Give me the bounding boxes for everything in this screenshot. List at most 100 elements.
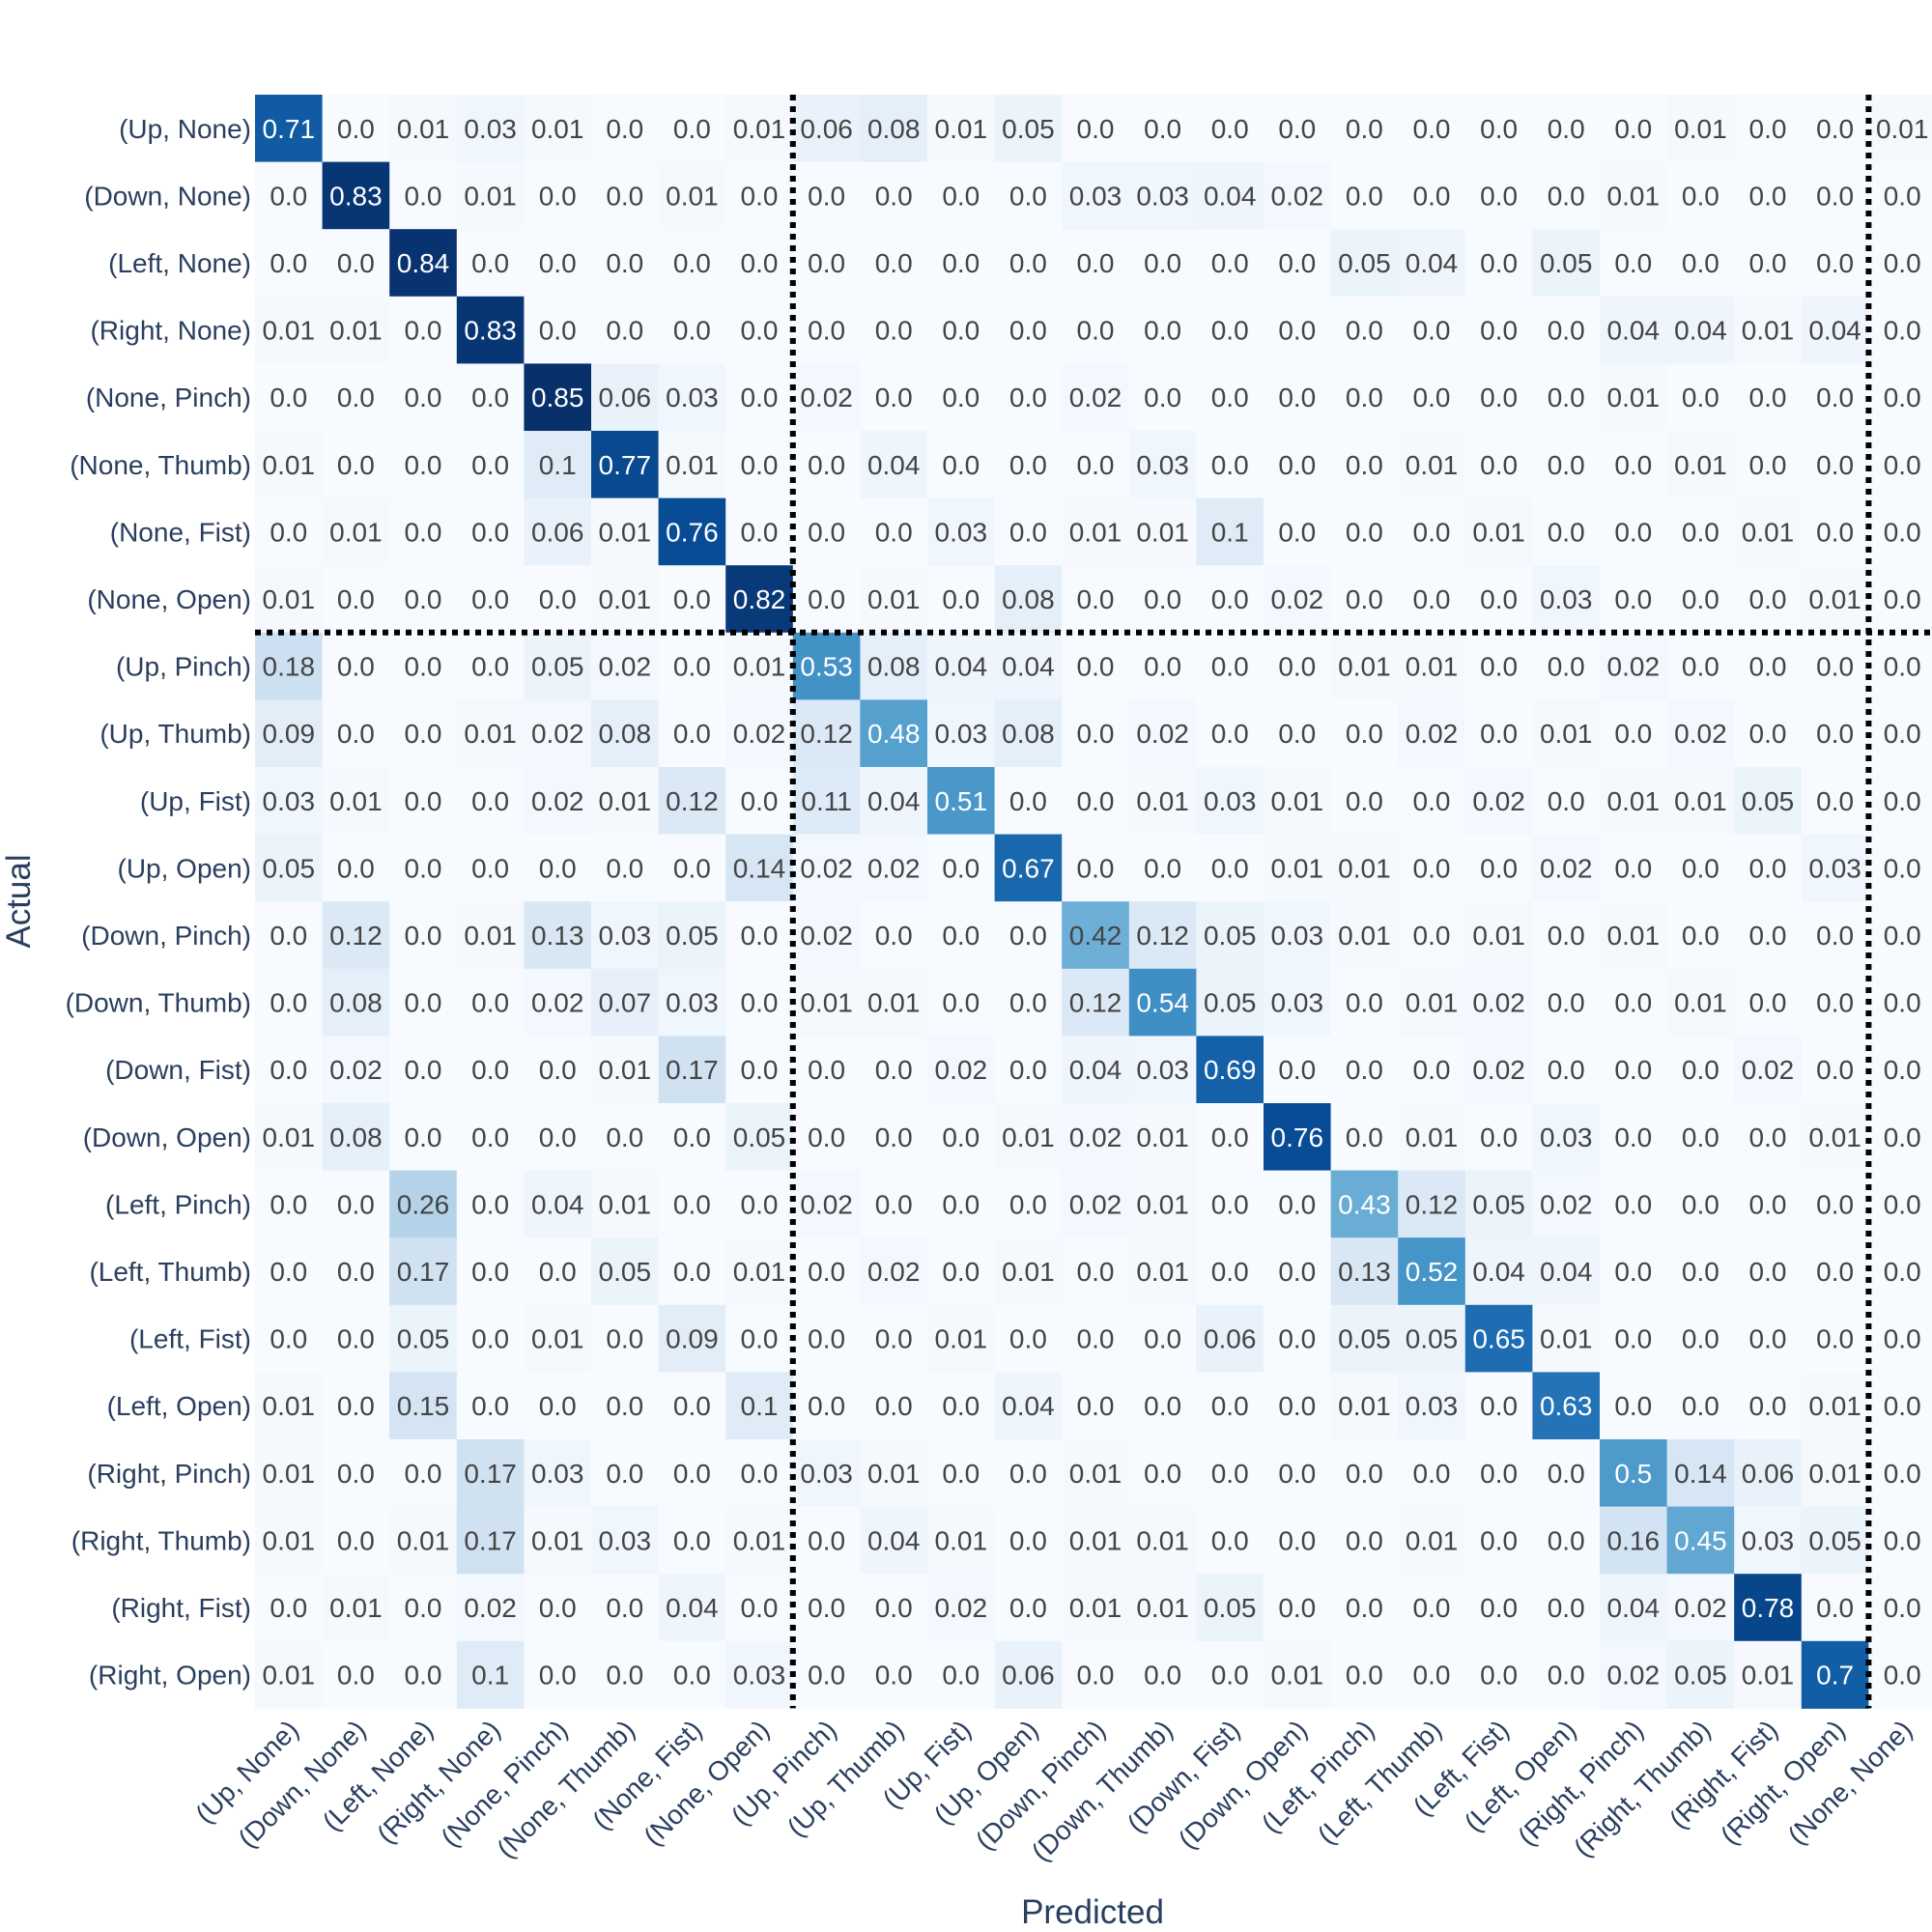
cell-value-label: 0.02 — [867, 853, 921, 883]
cell-value-label: 0.0 — [1548, 1661, 1585, 1690]
heatmap-cell — [658, 834, 726, 902]
cell-value-label: 0.0 — [875, 517, 913, 547]
heatmap-cell — [725, 834, 794, 902]
cell-value-label: 0.0 — [1211, 1661, 1249, 1690]
heatmap-cell — [1330, 1036, 1399, 1104]
heatmap-cell — [927, 95, 996, 163]
heatmap-cell — [389, 1103, 458, 1172]
heatmap-cell — [456, 229, 525, 298]
cell-value-label: 0.0 — [1682, 181, 1719, 211]
heatmap-cell — [1464, 497, 1533, 566]
cell-value-label: 0.0 — [1816, 517, 1854, 547]
cell-value-label: 0.0 — [1278, 719, 1316, 749]
heatmap-cell — [456, 1237, 525, 1306]
heatmap-cell — [927, 161, 996, 230]
cell-value-label: 0.0 — [1480, 181, 1518, 211]
cell-value-label: 0.0 — [1749, 1391, 1787, 1421]
heatmap-cell — [1600, 1170, 1668, 1238]
heatmap-cell — [591, 1103, 660, 1172]
heatmap-cell — [1398, 229, 1466, 298]
cell-value-label: 0.0 — [673, 1257, 711, 1287]
heatmap-cell — [1398, 767, 1466, 836]
cell-value-label: 0.78 — [1742, 1593, 1795, 1623]
cell-value-label: 0.01 — [329, 517, 383, 547]
heatmap-cell — [1868, 1439, 1932, 1508]
cell-value-label: 0.0 — [942, 1122, 980, 1152]
cell-value-label: 0.0 — [1413, 921, 1451, 951]
heatmap-cell — [792, 1103, 861, 1172]
cell-value-label: 0.0 — [1548, 316, 1585, 346]
cell-value-label: 0.0 — [741, 316, 779, 346]
cell-value-label: 0.0 — [1682, 1324, 1719, 1354]
heatmap-cell — [524, 565, 592, 634]
cell-value-label: 0.0 — [1548, 181, 1585, 211]
heatmap-cell — [1600, 431, 1668, 499]
heatmap-cell — [591, 1170, 660, 1238]
heatmap-cell — [591, 497, 660, 566]
cell-value-label: 0.13 — [531, 921, 584, 951]
cell-value-label: 0.0 — [741, 988, 779, 1018]
cell-value-label: 0.0 — [1749, 1324, 1787, 1354]
heatmap-cell — [1398, 497, 1466, 566]
heatmap-cell — [1398, 1304, 1466, 1373]
cell-value-label: 0.0 — [1749, 114, 1787, 144]
heatmap-cell — [1666, 95, 1735, 163]
cell-value-label: 0.04 — [1002, 652, 1055, 682]
heatmap-cell — [1062, 1439, 1130, 1508]
heatmap-cell — [994, 767, 1063, 836]
heatmap-cell — [725, 161, 794, 230]
heatmap-cell — [456, 1574, 525, 1642]
heatmap-cell — [1666, 1103, 1735, 1172]
cell-value-label: 0.0 — [1614, 1324, 1652, 1354]
cell-value-label: 0.02 — [329, 1055, 383, 1085]
cell-value-label: 0.03 — [599, 1525, 652, 1555]
cell-value-label: 0.51 — [935, 786, 988, 816]
heatmap-cell — [927, 497, 996, 566]
cell-value-label: 0.01 — [935, 1324, 988, 1354]
y-tick-label: (Up, Fist) — [140, 786, 251, 816]
cell-value-label: 0.0 — [1077, 584, 1115, 614]
heatmap-cell — [389, 901, 458, 970]
cell-value-label: 0.01 — [867, 988, 921, 1018]
cell-value-label: 0.0 — [1816, 719, 1854, 749]
cell-value-label: 0.01 — [1338, 652, 1391, 682]
heatmap-cell — [1128, 565, 1197, 634]
heatmap-cell — [1464, 632, 1533, 700]
heatmap-cell — [1398, 1170, 1466, 1238]
x-axis-title: Predicted — [1021, 1893, 1164, 1931]
heatmap-cell — [591, 699, 660, 768]
cell-value-label: 0.02 — [1472, 988, 1525, 1018]
heatmap-cell — [456, 1372, 525, 1440]
cell-value-label: 0.0 — [405, 921, 442, 951]
heatmap-cell — [1801, 968, 1869, 1037]
cell-value-label: 0.0 — [673, 584, 711, 614]
heatmap-cell — [1062, 1170, 1130, 1238]
heatmap-cell — [1734, 699, 1803, 768]
heatmap-cell — [456, 901, 525, 970]
heatmap-cell — [1464, 431, 1533, 499]
cell-value-label: 0.0 — [1009, 1324, 1047, 1354]
heatmap-cell — [994, 1372, 1063, 1440]
cell-value-label: 0.0 — [1884, 450, 1921, 480]
heatmap-cell — [860, 296, 928, 364]
y-tick-label: (Right, Thumb) — [71, 1525, 251, 1555]
cell-value-label: 0.0 — [1816, 1593, 1854, 1623]
heatmap-cell — [255, 1170, 324, 1238]
heatmap-cell — [1062, 497, 1130, 566]
heatmap-cell — [1801, 1640, 1869, 1709]
heatmap-cell — [1264, 1640, 1332, 1709]
heatmap-cell — [725, 229, 794, 298]
heatmap-cell — [456, 296, 525, 364]
cell-value-label: 0.0 — [1480, 383, 1518, 412]
cell-value-label: 0.03 — [1271, 921, 1324, 951]
cell-value-label: 0.0 — [942, 383, 980, 412]
cell-value-label: 0.0 — [1009, 248, 1047, 278]
heatmap-cell — [322, 632, 390, 700]
cell-value-label: 0.02 — [1674, 719, 1727, 749]
heatmap-cell — [1666, 901, 1735, 970]
cell-value-label: 0.0 — [471, 988, 509, 1018]
heatmap-cell — [524, 968, 592, 1037]
heatmap-cell — [1464, 229, 1533, 298]
cell-value-label: 0.0 — [875, 1055, 913, 1085]
cell-value-label: 0.0 — [471, 450, 509, 480]
